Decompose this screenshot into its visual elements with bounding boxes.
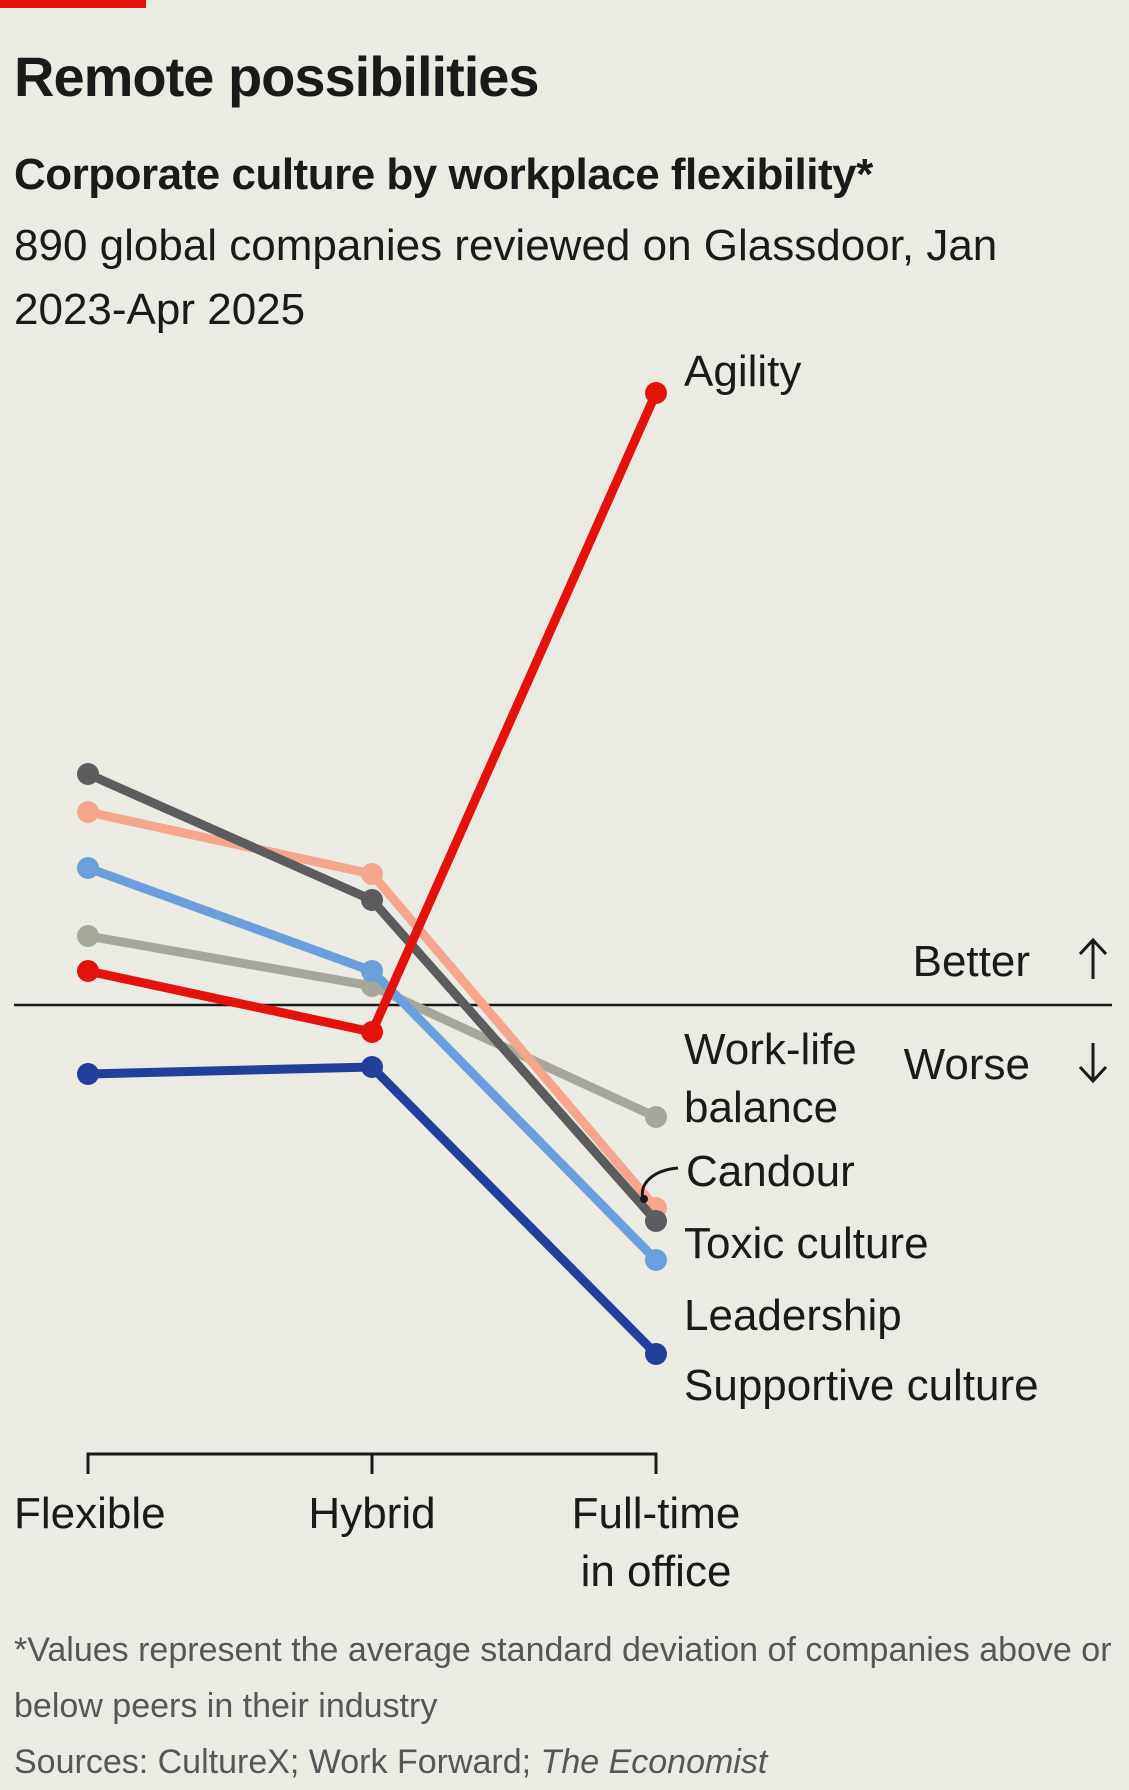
point-toxic_culture-0 — [77, 763, 99, 785]
point-agility-2 — [645, 382, 667, 404]
point-work_life_balance-0 — [77, 925, 99, 947]
point-work_life_balance-2 — [645, 1106, 667, 1128]
series-label-work_life_balance-line1: balance — [684, 1083, 838, 1132]
point-agility-1 — [361, 1021, 383, 1043]
sources-prefix: Sources: CultureX; Work Forward; — [14, 1743, 541, 1781]
footnote: *Values represent the average standard d… — [14, 1631, 1112, 1725]
sources-publisher: The Economist — [540, 1743, 768, 1781]
better-label: Better — [913, 937, 1030, 986]
sources: Sources: CultureX; Work Forward; The Eco… — [14, 1734, 1114, 1790]
series-label-toxic_culture: Toxic culture — [684, 1219, 929, 1268]
point-agility-0 — [77, 960, 99, 982]
point-supportive_culture-0 — [77, 1063, 99, 1085]
point-leadership-1 — [361, 960, 383, 982]
arrow-down-icon — [1078, 1043, 1108, 1084]
series-label-work_life_balance: Work-life — [684, 1025, 857, 1074]
point-candour-1 — [361, 863, 383, 885]
chart-title: Remote possibilities — [14, 45, 540, 108]
series-label-agility: Agility — [684, 347, 801, 396]
line-chart: Better Worse Flexible Hybrid Full-time in off… — [14, 347, 1112, 1596]
x-tick-label-0: Flexible — [14, 1489, 166, 1538]
point-supportive_culture-2 — [645, 1343, 667, 1365]
series-label-candour: Candour — [686, 1147, 855, 1196]
point-supportive_culture-1 — [361, 1056, 383, 1078]
point-candour-0 — [77, 801, 99, 823]
x-tick-label-2: Full-time — [572, 1489, 741, 1538]
series-line-agility — [83, 388, 661, 1037]
x-tick-label-2-line1: in office — [581, 1547, 732, 1596]
point-toxic_culture-2 — [645, 1210, 667, 1232]
worse-label: Worse — [904, 1040, 1030, 1089]
chart-footer: *Values represent the average standard d… — [14, 1622, 1114, 1790]
series-label-leadership: Leadership — [684, 1291, 902, 1340]
point-toxic_culture-1 — [361, 889, 383, 911]
point-leadership-0 — [77, 857, 99, 879]
series-label-supportive_culture: Supportive culture — [684, 1361, 1039, 1410]
arrow-up-icon — [1078, 937, 1108, 979]
series-line-toxic_culture — [83, 769, 661, 1226]
point-leadership-2 — [645, 1249, 667, 1271]
chart-description: 890 global companies reviewed on Glassdo… — [14, 221, 998, 334]
chart-subtitle: Corporate culture by workplace flexibili… — [14, 150, 873, 199]
brand-red-tag — [0, 0, 146, 8]
candour-leader-dot — [640, 1195, 648, 1203]
x-tick-label-1: Hybrid — [308, 1489, 435, 1538]
candour-leader-line — [640, 1166, 679, 1200]
x-axis-bracket — [86, 1452, 658, 1474]
